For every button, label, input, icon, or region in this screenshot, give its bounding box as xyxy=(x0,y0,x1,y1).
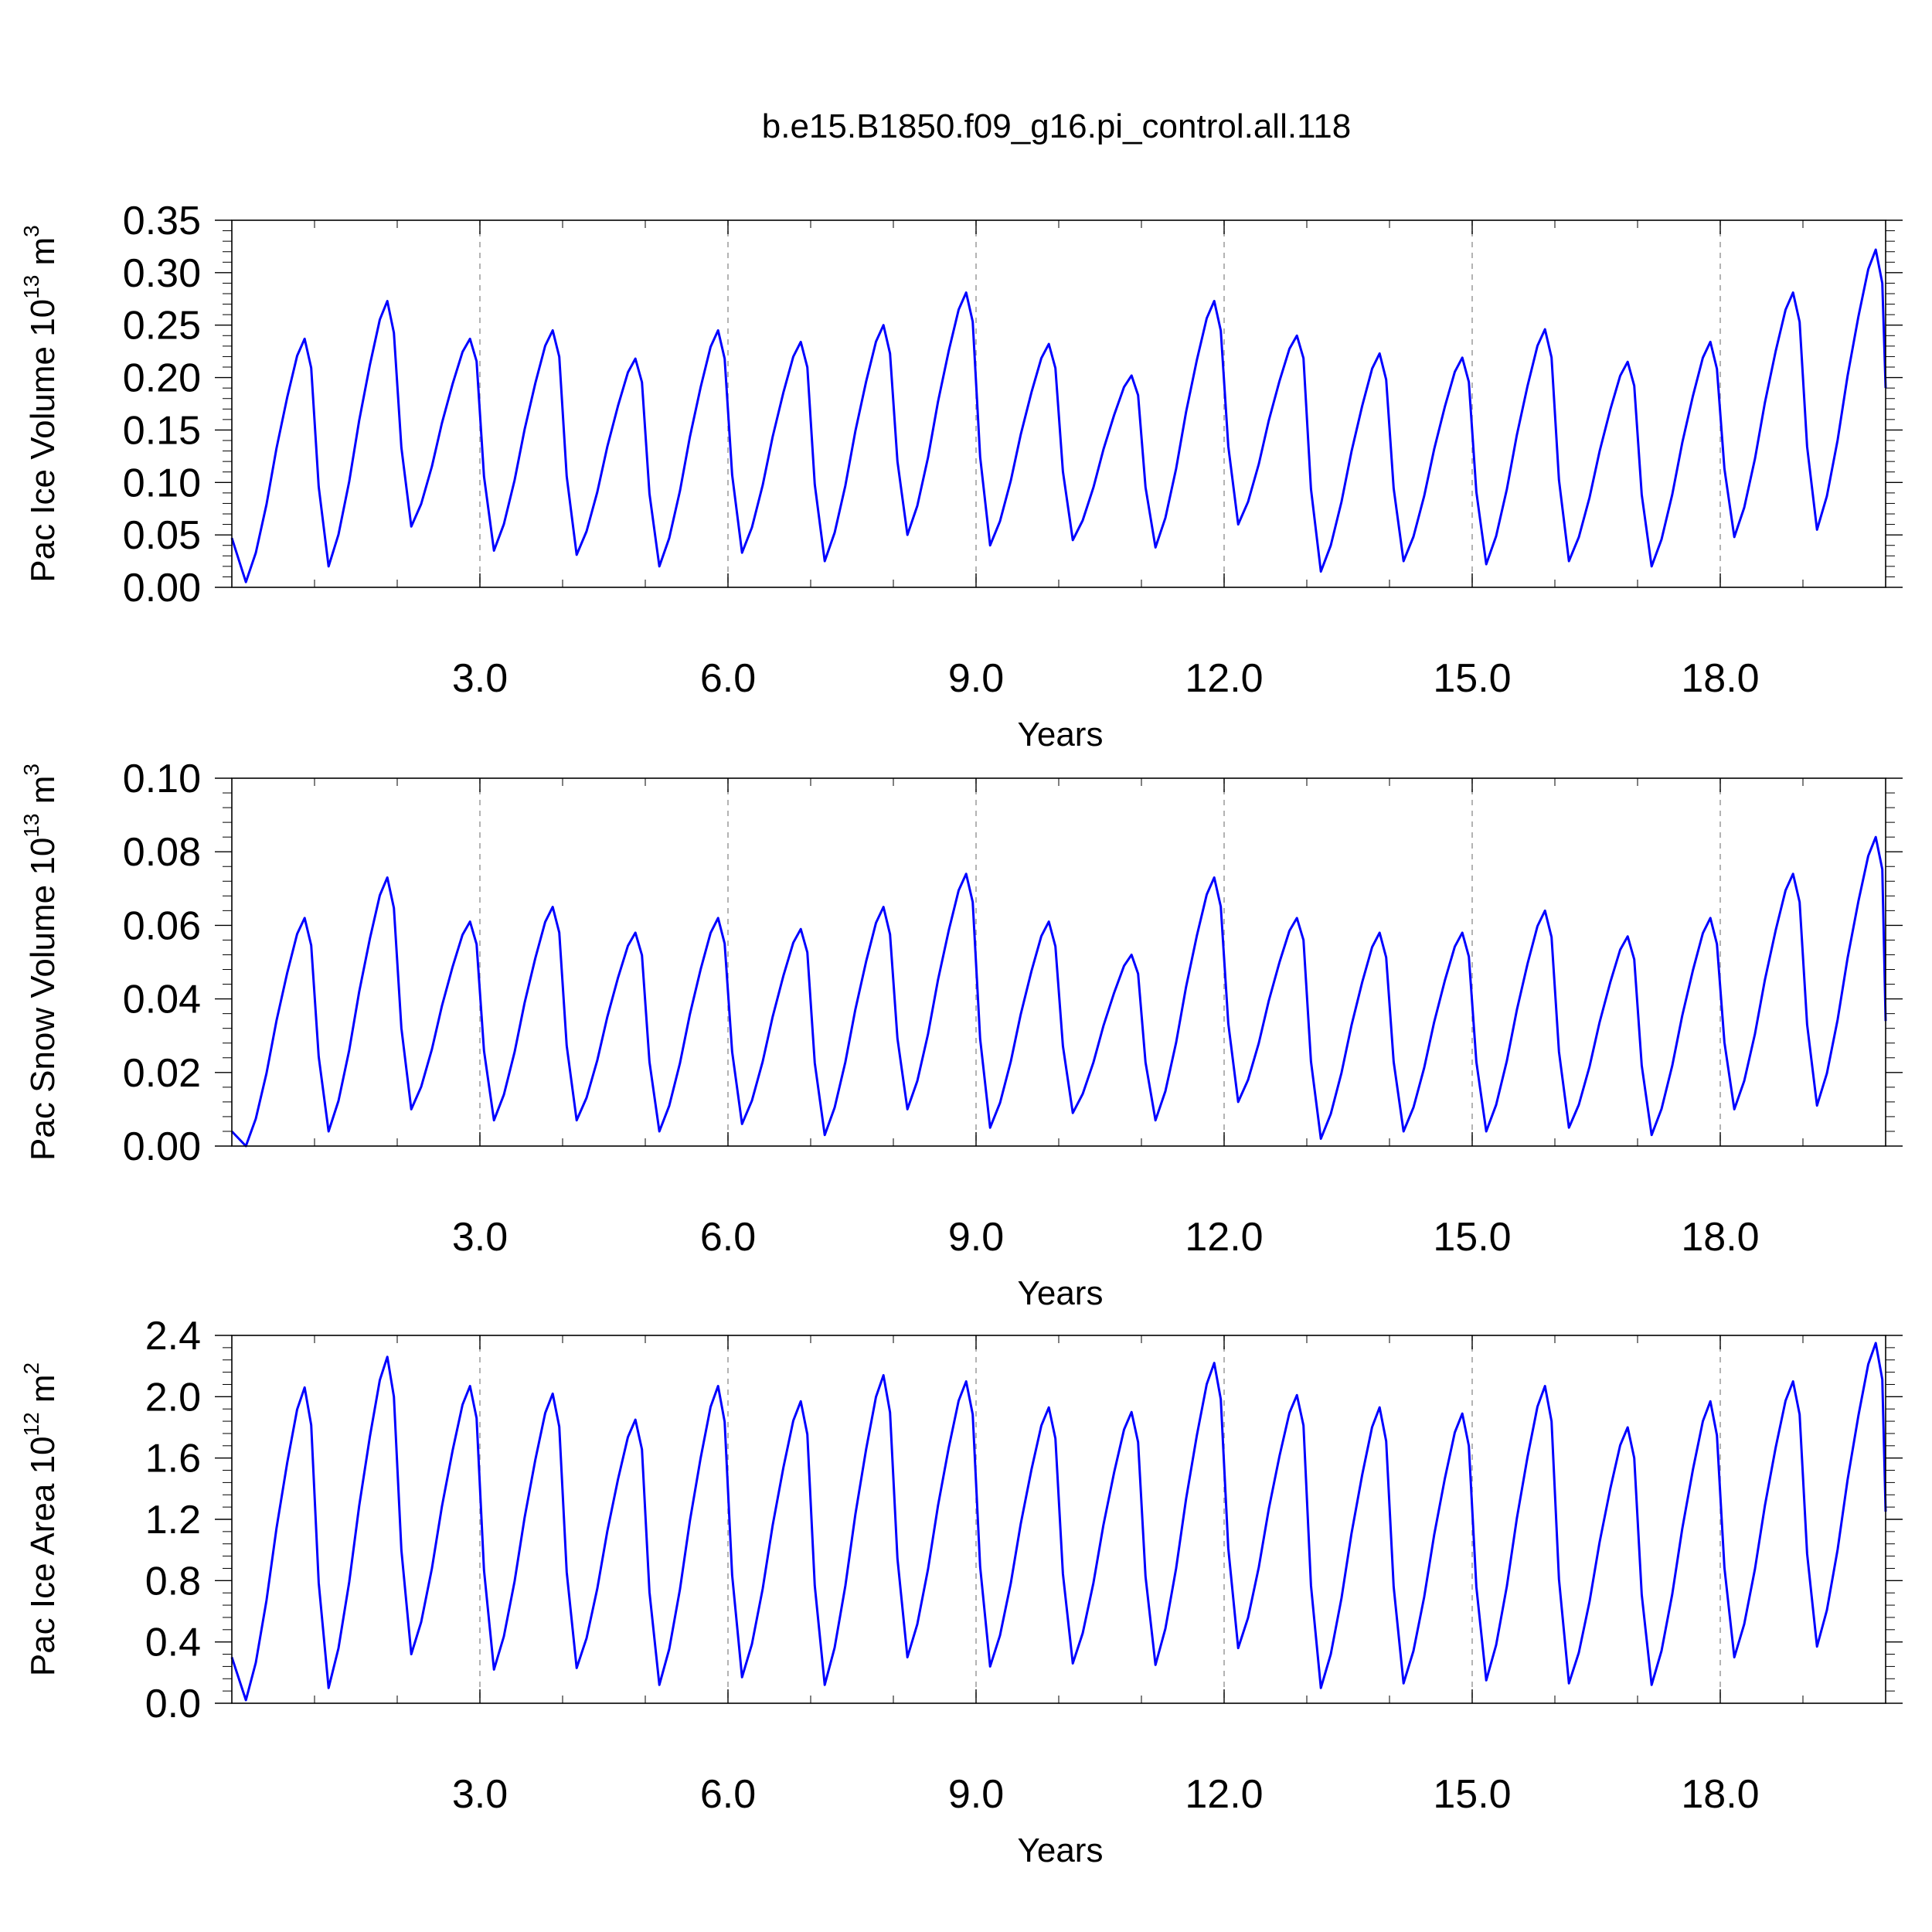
ice-volume-ytick-label-3: 0.15 xyxy=(123,408,201,453)
snow-volume-xtick-label-0: 3.0 xyxy=(452,1215,508,1260)
ice-volume-xtick-label-1: 6.0 xyxy=(700,656,756,701)
ice-volume-ytick-label-2: 0.10 xyxy=(123,461,201,505)
snow-volume-ytick-label-3: 0.06 xyxy=(123,903,201,948)
ice-area-xtick-label-0: 3.0 xyxy=(452,1772,508,1817)
ice-volume-series-line xyxy=(230,248,1887,583)
ice-area-panel: 0.0 0.4 0.8 1.2 1.6 2.0 2.4 3.0 6.0 9.0 12.0 15.0 18… xyxy=(19,1314,1903,1869)
ice-area-ytick-label-6: 2.4 xyxy=(145,1314,201,1359)
ice-volume-ytick-label-6: 0.30 xyxy=(123,251,201,296)
ice-volume-x-axis-label: Years xyxy=(1018,716,1104,753)
ice-area-xtick-label-4: 15.0 xyxy=(1433,1772,1511,1817)
snow-volume-series-line xyxy=(230,835,1887,1148)
ice-area-x-axis-label: Years xyxy=(1018,1832,1104,1869)
snow-volume-ytick-label-4: 0.08 xyxy=(123,830,201,875)
ice-volume-y-axis-label: Pac Ice Volume 1013 m3 xyxy=(19,225,62,583)
ice-area-xtick-label-3: 12.0 xyxy=(1185,1772,1263,1817)
snow-volume-ytick-label-5: 0.10 xyxy=(123,757,201,801)
ice-area-y-axis-label: Pac Ice Area 1012 m2 xyxy=(19,1362,62,1676)
ice-volume-ytick-label-1: 0.05 xyxy=(123,513,201,558)
ice-area-xtick-label-1: 6.0 xyxy=(700,1772,756,1817)
ice-volume-ytick-label-0: 0.00 xyxy=(123,566,201,611)
ice-area-ytick-label-2: 0.8 xyxy=(145,1559,201,1604)
snow-volume-xtick-label-4: 15.0 xyxy=(1433,1215,1511,1260)
ice-volume-xtick-label-0: 3.0 xyxy=(452,656,508,701)
ice-volume-ytick-label-4: 0.20 xyxy=(123,356,201,401)
snow-volume-plot-frame xyxy=(231,777,1886,1147)
chart-title: b.e15.B1850.f09_g16.pi_control.all.118 xyxy=(762,107,1351,145)
snow-volume-ytick-label-1: 0.02 xyxy=(123,1051,201,1096)
snow-volume-x-axis-label: Years xyxy=(1018,1274,1104,1312)
snow-volume-xtick-label-2: 9.0 xyxy=(948,1215,1004,1260)
ice-volume-ytick-label-5: 0.25 xyxy=(123,304,201,349)
ice-area-ytick-label-0: 0.0 xyxy=(145,1682,201,1726)
ice-area-plot-frame xyxy=(231,1335,1886,1704)
ice-volume-ytick-label-7: 0.35 xyxy=(123,199,201,243)
ice-area-xtick-label-2: 9.0 xyxy=(948,1772,1004,1817)
ice-volume-panel: 0.00 0.05 0.10 0.15 0.20 0.25 0.30 0.35 3.0 6.0 9.… xyxy=(19,199,1903,753)
ice-volume-xtick-label-4: 15.0 xyxy=(1433,656,1511,701)
ice-area-ytick-label-4: 1.6 xyxy=(145,1437,201,1481)
ice-volume-plot-frame xyxy=(231,219,1886,588)
snow-volume-y-axis-label: Pac Snow Volume 1013 m3 xyxy=(19,764,62,1161)
snow-volume-ytick-label-2: 0.04 xyxy=(123,978,201,1022)
snow-volume-ytick-label-0: 0.00 xyxy=(123,1124,201,1169)
ice-volume-xtick-label-2: 9.0 xyxy=(948,656,1004,701)
ice-area-ytick-label-3: 1.2 xyxy=(145,1498,201,1543)
snow-volume-xtick-label-5: 18.0 xyxy=(1681,1215,1759,1260)
snow-volume-xtick-label-1: 6.0 xyxy=(700,1215,756,1260)
ice-area-series-line xyxy=(230,1342,1887,1702)
ice-area-ytick-label-1: 0.4 xyxy=(145,1621,201,1665)
ice-volume-xtick-label-5: 18.0 xyxy=(1681,656,1759,701)
ice-area-xtick-label-5: 18.0 xyxy=(1681,1772,1759,1817)
snow-volume-panel: 0.00 0.02 0.04 0.06 0.08 0.10 3.0 6.0 9.0 12.0 15.… xyxy=(19,757,1903,1312)
ice-area-ytick-label-5: 2.0 xyxy=(145,1375,201,1420)
ice-volume-xtick-label-3: 12.0 xyxy=(1185,656,1263,701)
snow-volume-xtick-label-3: 12.0 xyxy=(1185,1215,1263,1260)
